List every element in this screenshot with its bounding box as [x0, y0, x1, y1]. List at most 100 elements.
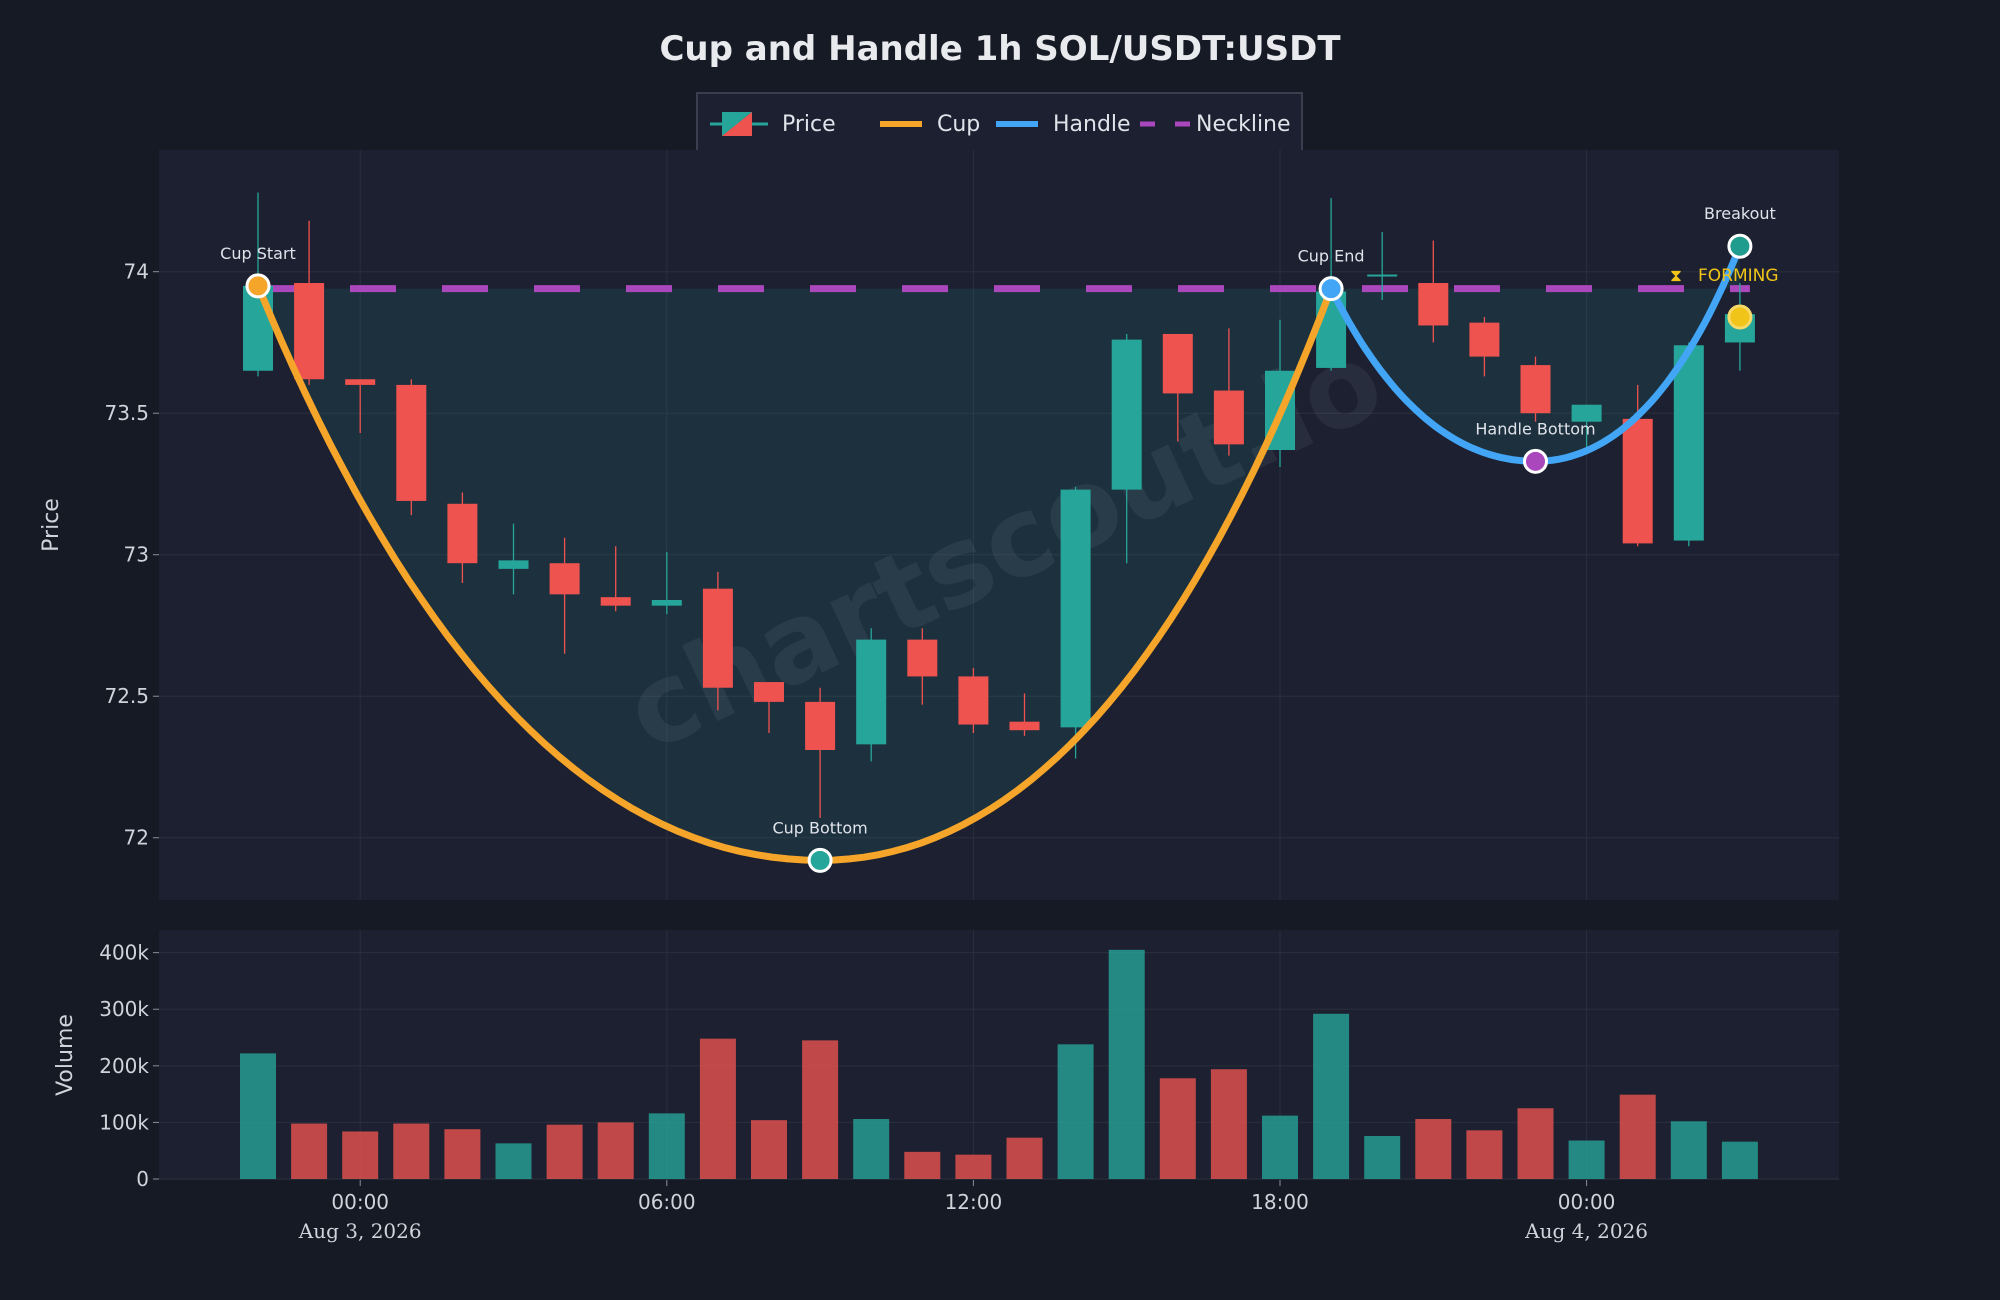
pattern-marker — [1727, 233, 1753, 259]
volume-bar — [751, 1120, 787, 1179]
candle — [907, 628, 938, 705]
legend: Price Cup Handle Neckline — [696, 92, 1303, 156]
volume-bar — [1721, 1141, 1758, 1179]
candle — [600, 546, 631, 612]
volume-bar — [802, 1040, 839, 1179]
candle-body — [702, 588, 733, 688]
volume-bar — [291, 1123, 328, 1179]
volume-tick-label: 200k — [99, 1054, 149, 1078]
candle-body — [1009, 721, 1040, 731]
volume-axis-label: Volume — [53, 1014, 78, 1096]
current-price-marker — [1727, 304, 1753, 330]
volume-bar — [1517, 1108, 1554, 1179]
volume-y-axis: 0 100k 200k 300k 400k — [99, 941, 159, 1191]
candle — [651, 551, 682, 615]
candle-body — [396, 384, 427, 501]
legend-cup-label: Cup — [937, 112, 980, 137]
pattern-marker-label: Cup End — [1298, 247, 1365, 266]
volume-bar — [1568, 1140, 1605, 1179]
candle-body — [243, 285, 273, 371]
candle-body — [958, 676, 989, 725]
pattern-marker — [807, 847, 833, 873]
candle-body — [294, 283, 325, 380]
candle — [447, 492, 478, 584]
candle-body — [1571, 404, 1602, 422]
volume-bar — [648, 1113, 685, 1179]
candle-body — [498, 560, 529, 569]
candle-body — [1520, 365, 1551, 414]
candle-body — [1622, 418, 1653, 544]
legend-neckline-label: Neckline — [1196, 112, 1291, 137]
candle-body — [1367, 274, 1398, 277]
time-axis: 00:00 Aug 3, 2026 06:00 12:00 18:00 00:00 Aug … — [298, 1180, 1648, 1243]
volume-bars — [240, 949, 1758, 1179]
date-tick-label: Aug 3, 2026 — [298, 1219, 422, 1243]
pattern-marker — [1318, 276, 1344, 302]
legend-price-swatch — [710, 112, 768, 136]
time-tick-label: 00:00 — [1558, 1190, 1616, 1214]
candle — [1418, 240, 1449, 343]
forming-status: ⧗ FORMING — [1670, 266, 1779, 286]
candle — [1469, 316, 1500, 377]
price-y-axis: 72 72.5 73 73.5 74 — [104, 260, 159, 850]
volume-bar — [1262, 1115, 1298, 1179]
volume-bar — [546, 1124, 583, 1179]
candle — [805, 687, 836, 818]
volume-bar — [393, 1123, 430, 1179]
candle-body — [549, 563, 580, 595]
candle-body — [651, 600, 682, 606]
volume-bar — [904, 1151, 941, 1179]
price-tick-label: 73.5 — [104, 401, 149, 425]
candle-body — [600, 597, 631, 606]
candle — [1367, 232, 1398, 300]
volume-bar — [955, 1154, 992, 1179]
time-tick-label: 12:00 — [945, 1190, 1003, 1214]
pattern-marker — [245, 273, 271, 299]
candle-body — [1673, 345, 1704, 541]
candle — [1162, 333, 1193, 442]
volume-bar — [1670, 1121, 1707, 1179]
forming-status-label: FORMING — [1698, 266, 1779, 286]
volume-bar — [240, 1053, 276, 1179]
candle-body — [1162, 333, 1193, 394]
candle-body — [805, 701, 836, 750]
volume-bar — [1108, 949, 1145, 1179]
volume-bar — [342, 1131, 379, 1179]
price-grid — [159, 150, 1839, 900]
pattern-markers: Cup Start Cup Bottom Cup End Handle Bottom B… — [220, 204, 1776, 873]
candle-body — [1111, 339, 1142, 490]
candle — [498, 523, 529, 595]
volume-bar — [1057, 1044, 1094, 1179]
candle — [856, 628, 887, 762]
volume-bar — [1159, 1078, 1196, 1179]
candle-body — [1060, 489, 1091, 728]
volume-tick-label: 100k — [99, 1110, 149, 1134]
candle — [1009, 693, 1040, 736]
price-tick-label: 73 — [124, 543, 149, 567]
price-axis-label: Price — [39, 498, 64, 552]
candle-body — [907, 639, 938, 677]
candle-body — [447, 503, 478, 564]
volume-bar — [1313, 1013, 1350, 1179]
candle — [1673, 342, 1704, 547]
candle-body — [1213, 390, 1244, 445]
volume-bar — [1619, 1094, 1656, 1179]
volume-tick-label: 400k — [99, 941, 149, 965]
pattern-marker-label: Cup Start — [220, 244, 296, 263]
pattern-marker-label: Handle Bottom — [1475, 419, 1595, 438]
candle-body — [856, 639, 887, 745]
date-tick-label: Aug 4, 2026 — [1524, 1219, 1648, 1243]
volume-grid — [159, 930, 1839, 1180]
time-tick-label: 00:00 — [331, 1190, 389, 1214]
candle-body — [1418, 283, 1449, 326]
volume-bar — [699, 1038, 736, 1179]
candle — [754, 682, 784, 734]
candle — [396, 379, 427, 516]
candle — [1571, 404, 1602, 453]
hourglass-icon: ⧗ — [1670, 266, 1682, 286]
legend-price-label: Price — [782, 112, 836, 137]
pattern-marker-label: Breakout — [1704, 204, 1776, 223]
legend-handle-label: Handle — [1053, 112, 1131, 137]
pattern-marker — [1523, 448, 1548, 474]
